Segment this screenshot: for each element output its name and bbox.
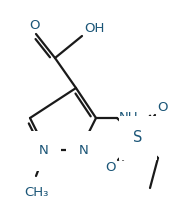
Text: N: N	[79, 144, 89, 158]
Text: OH: OH	[84, 22, 104, 35]
Text: CH₃: CH₃	[24, 186, 48, 199]
Text: O: O	[105, 161, 116, 174]
Text: O: O	[29, 19, 39, 32]
Text: NH: NH	[119, 110, 139, 123]
Text: N: N	[38, 144, 48, 158]
Text: O: O	[157, 101, 168, 114]
Text: S: S	[133, 131, 143, 146]
